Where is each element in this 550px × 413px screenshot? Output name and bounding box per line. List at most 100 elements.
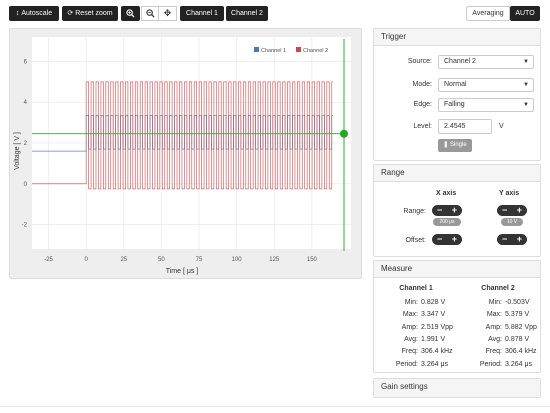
edge-label: Edge: [413,101,432,108]
measure-ch1-value: 1.991 V [421,335,446,343]
tick-labels: -25 0 25 50 75 100 125 150 -2 0 2 4 6 [22,59,318,263]
zoom-out-icon [145,9,155,18]
y-tick-label: 6 [24,59,28,65]
measure-ch2-value: 3.264 μs [505,360,532,368]
measure-channel1-title: Channel 1 [399,285,433,292]
legend-swatch-channel1 [254,47,259,52]
vertical-arrows-icon: ↕ [15,10,20,17]
y-offset-stepper[interactable]: − + [497,234,527,245]
autoscale-button[interactable]: ↕ Autoscale [9,6,59,21]
caret-down-icon: ▼ [523,102,529,108]
footer-divider [0,406,550,407]
source-label: Source: [407,58,432,65]
plus-icon[interactable]: + [451,205,457,215]
measure-ch1-value: 3.264 μs [421,360,448,368]
edge-select[interactable]: Falling ▼ [438,98,534,112]
minus-icon[interactable]: − [502,205,508,215]
plot-panel[interactable]: -25 0 25 50 75 100 125 150 -2 0 2 4 6 Channel 1 Chan… [9,28,362,279]
measure-ch1-value: 3.347 V [421,311,446,319]
measure-ch2-label: Period: [479,360,502,368]
y-axis-heading: Y axis [499,190,520,197]
averaging-button[interactable]: Averaging [466,6,510,21]
x-tick-label: -25 [44,257,53,263]
x-axis-label: Time [ μs ] [166,268,199,275]
measure-ch2-value: 0.878 V [505,335,530,343]
plus-icon[interactable]: + [451,234,457,244]
x-axis-heading: X axis [436,190,457,197]
caret-down-icon: ▼ [523,82,529,88]
y-tick-label: 4 [24,100,28,106]
measure-ch2-value: 306.4 kHz [505,348,537,356]
oscilloscope-plot[interactable]: -25 0 25 50 75 100 125 150 -2 0 2 4 6 Channel 1 Chan… [10,29,363,280]
zoom-out-button[interactable] [141,6,159,21]
range-row-label: Range: [403,208,426,215]
legend-label-channel1: Channel 1 [261,48,286,54]
x-tick-label: 25 [120,257,127,263]
measure-ch1-value: 2.519 Vpp [421,323,453,331]
measure-ch2-value: 5.882 Vpp [505,323,537,331]
measure-ch2-value: 5.379 V [505,311,530,319]
series [32,81,344,190]
measure-ch2-label: Amp: [485,323,502,331]
x-tick-label: 50 [158,257,165,263]
y-range-value: 10 V [501,218,523,226]
trigger-panel: Trigger Source: Channel 2 ▼ Mode: Normal… [373,28,541,161]
x-range-value: 200 μs [433,218,461,226]
zoom-in-button[interactable] [121,6,140,21]
measure-ch1-label: Amp: [401,323,418,331]
auto-button[interactable]: AUTO [510,6,540,21]
minus-icon[interactable]: − [502,234,508,244]
range-panel-title: Range [374,165,540,182]
channel1-button[interactable]: Channel 1 [180,6,224,21]
x-range-stepper[interactable]: − + [432,205,462,216]
measure-ch1-value: 306.4 kHz [421,348,453,356]
y-tick-label: 0 [24,182,28,188]
y-axis-label: Voltage [ V ] [14,132,21,170]
refresh-icon: ⟳ [67,10,74,17]
channel2-trace [32,81,333,190]
legend-label-channel2: Channel 2 [303,48,328,54]
source-select[interactable]: Channel 2 ▼ [438,55,534,69]
measure-ch1-label: Min: [404,299,418,306]
level-input[interactable]: 2.4545 [438,119,492,134]
measure-ch2-label: Freq: [485,348,502,356]
zoom-tools-group: ✥ [141,6,177,21]
mode-select[interactable]: Normal ▼ [438,78,534,92]
reset-zoom-button[interactable]: ⟳ Reset zoom [62,6,118,21]
mode-label: Mode: [412,81,432,88]
pan-button[interactable]: ✥ [159,6,177,21]
minus-icon[interactable]: − [437,234,443,244]
gain-settings-panel[interactable]: Gain settings [373,378,541,398]
measure-ch1-value: 0.828 V [421,299,446,306]
measure-panel-title: Measure [374,261,540,278]
measure-ch1-label: Max: [402,311,418,319]
x-tick-label: 150 [307,257,318,263]
plus-icon[interactable]: + [516,234,522,244]
minus-icon[interactable]: − [437,205,443,215]
legend-swatch-channel2 [296,47,301,52]
gain-settings-title: Gain settings [374,379,540,397]
trigger-level-handle[interactable] [340,129,348,138]
measure-ch1-label: Avg: [404,335,418,343]
measure-ch2-label: Min: [488,299,502,306]
x-offset-stepper[interactable]: − + [432,234,462,245]
channel2-button[interactable]: Channel 2 [226,6,268,21]
measure-ch2-label: Max: [486,311,502,319]
level-unit: V [499,123,504,130]
x-tick-label: 125 [269,257,280,263]
measure-ch1-label: Freq: [401,348,418,356]
y-range-stepper[interactable]: − + [497,205,527,216]
range-panel: Range X axis Y axis Range: − + 200 μs − + … [373,164,541,257]
zoom-in-icon [126,9,135,18]
x-tick-label: 100 [232,257,243,263]
y-tick-label: -2 [22,223,28,229]
plus-icon[interactable]: + [516,205,522,215]
x-tick-label: 75 [196,257,203,263]
level-label: Level: [413,123,432,130]
single-button[interactable]: ❚ Single [438,139,472,152]
legend: Channel 1 Channel 2 [254,47,328,54]
measure-channel2-title: Channel 2 [481,285,515,292]
offset-row-label: Offset: [405,237,427,244]
acquisition-mode-group: Averaging [466,6,510,21]
